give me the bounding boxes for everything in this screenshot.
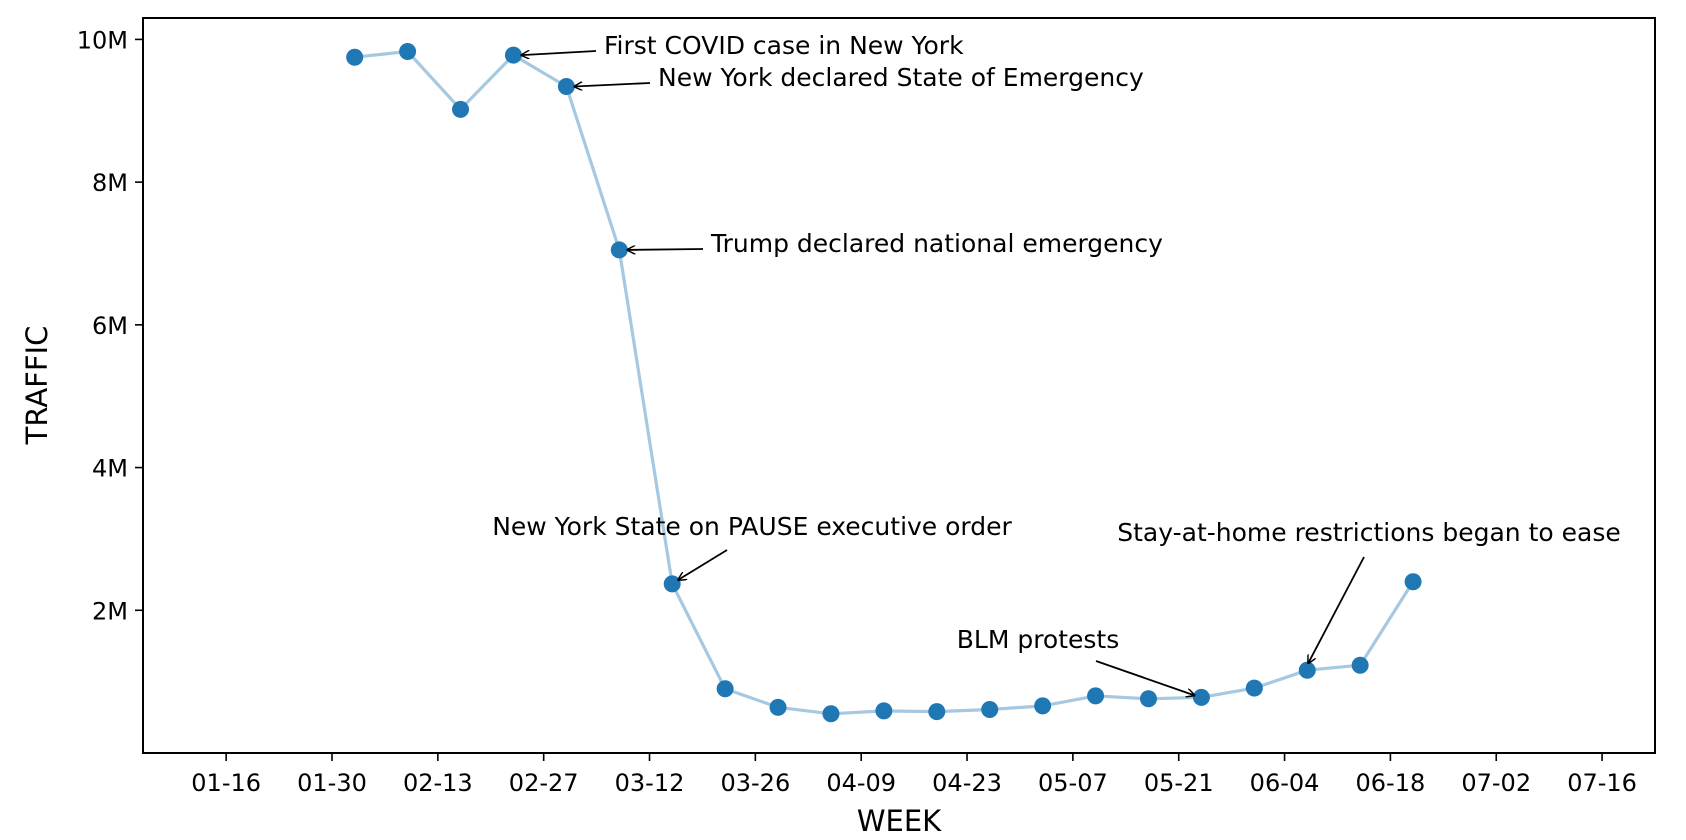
data-point [1351,656,1369,674]
data-point [346,48,364,66]
y-tick-label: 8M [92,169,128,197]
data-point [1139,690,1157,708]
x-tick-label: 02-13 [403,769,473,797]
x-tick-label: 06-04 [1250,769,1320,797]
axis-ticks: 01-16 01-30 02-13 02-27 03-12 03-26 04-09 04-23… [77,26,1637,797]
data-point [928,703,946,721]
y-tick-label: 10M [77,26,128,54]
x-tick-label: 07-02 [1461,769,1531,797]
data-point [769,698,787,716]
data-point [1087,687,1105,705]
annotation-label: New York declared State of Emergency [658,63,1144,92]
x-tick-label: 06-18 [1356,769,1426,797]
y-tick-label: 4M [92,455,128,483]
x-tick-label: 01-16 [191,769,261,797]
x-tick-label: 01-30 [297,769,367,797]
x-tick-label: 05-21 [1144,769,1214,797]
data-point [875,702,893,720]
annotation-arrow [678,549,728,580]
annotation-arrow [521,50,597,55]
data-point [1034,697,1052,715]
data-point [1298,661,1316,679]
plot-frame [142,17,1656,754]
annotation-label: Stay-at-home restrictions began to ease [1117,518,1620,547]
x-tick-label: 02-27 [509,769,579,797]
annotation-label: New York State on PAUSE executive order [492,512,1012,541]
annotation-label: BLM protests [957,625,1120,654]
data-point [452,100,470,118]
x-tick-label: 03-26 [720,769,790,797]
data-point [663,575,681,593]
x-tick-label: 05-07 [1038,769,1108,797]
data-point [822,705,840,723]
y-tick-label: 6M [92,312,128,340]
x-axis-label: WEEK [857,804,942,838]
x-tick-label: 07-16 [1567,769,1637,797]
data-point [557,78,575,96]
annotation-arrow [574,83,651,87]
series-points-layer [346,43,1422,723]
annotation-arrow [1308,556,1365,663]
annotation-arrow [627,249,704,250]
y-tick-label: 2M [92,597,128,625]
data-point [716,680,734,698]
x-tick-label: 03-12 [615,769,685,797]
annotation-label: First COVID case in New York [604,31,964,60]
data-point [981,700,999,718]
data-point [1192,688,1210,706]
x-tick-label: 04-23 [932,769,1002,797]
annotation-arrow [1095,660,1194,695]
y-axis-label: TRAFFIC [20,326,54,446]
data-point [1245,679,1263,697]
annotations-layer: First COVID case in New York New York dec… [492,31,1621,695]
data-point [610,241,628,259]
data-point [504,46,522,64]
x-tick-label: 04-09 [826,769,896,797]
annotation-label: Trump declared national emergency [710,229,1163,258]
data-point [399,43,417,61]
data-point [1404,573,1422,591]
